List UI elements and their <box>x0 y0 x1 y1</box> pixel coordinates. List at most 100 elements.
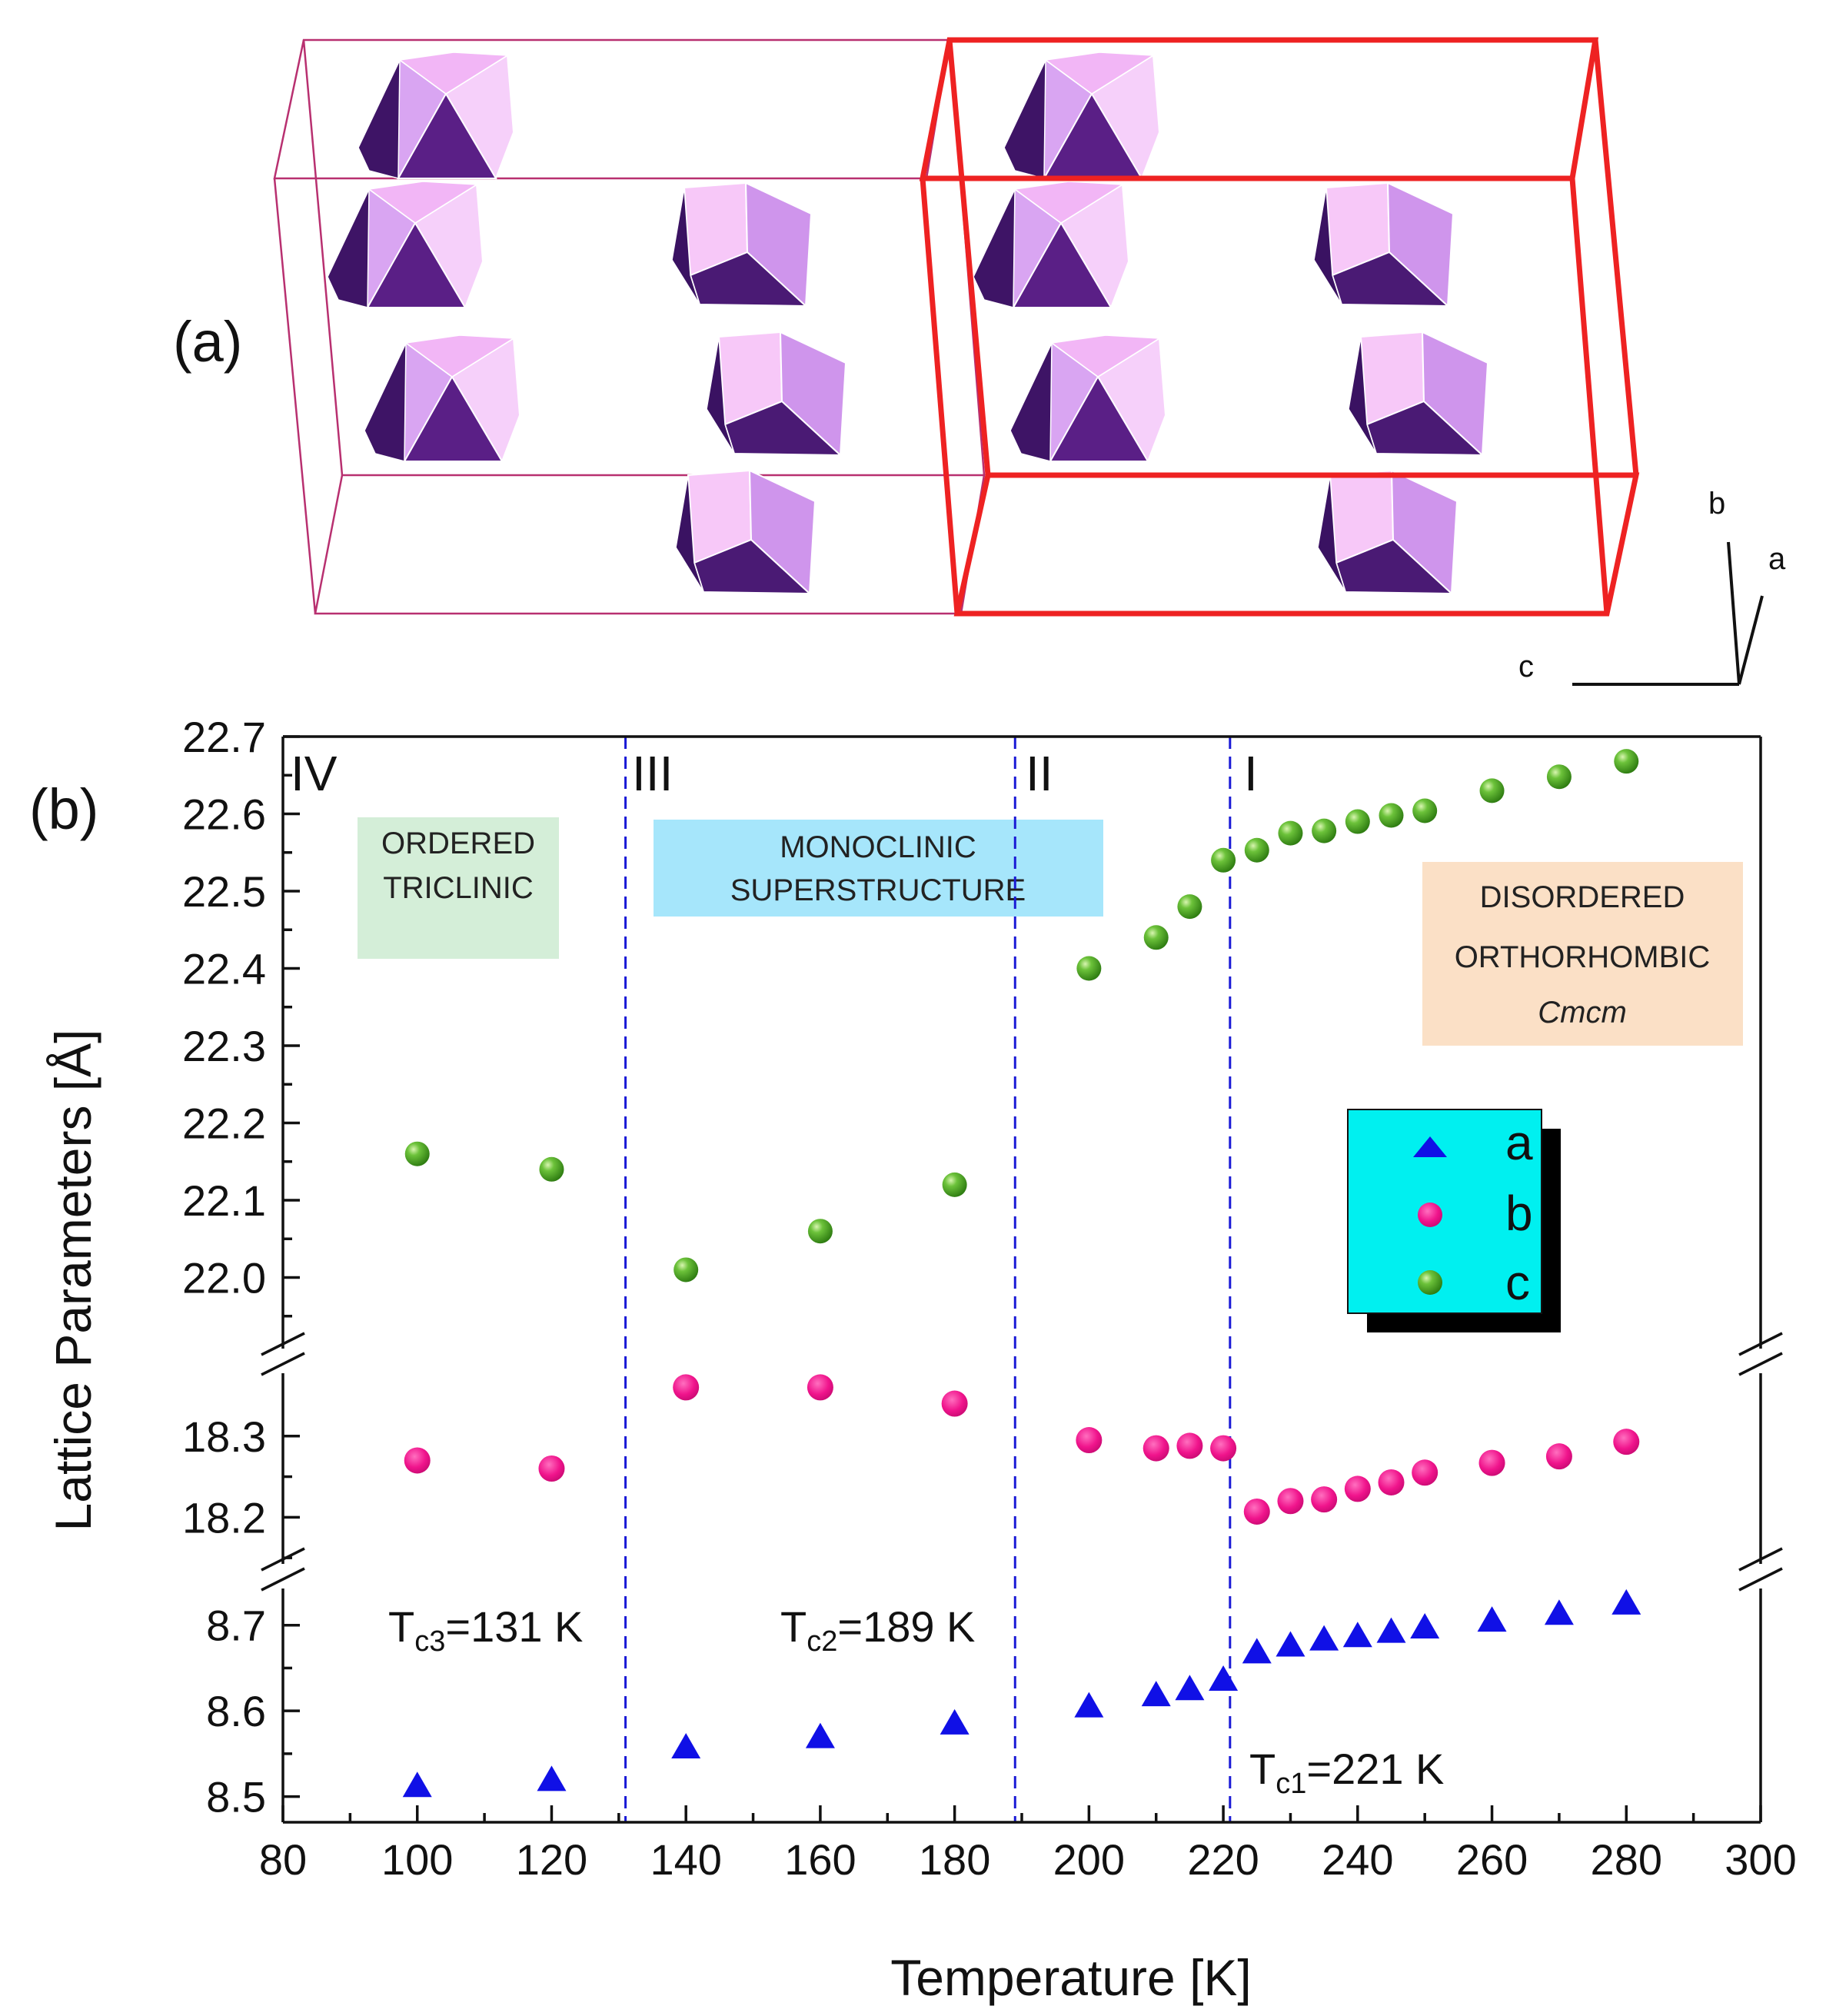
data-point-c <box>1412 798 1438 823</box>
legend-box <box>1347 1109 1542 1314</box>
x-tick-label: 100 <box>381 1835 453 1884</box>
axis-c-label: c <box>1518 650 1534 684</box>
x-tick-label: 280 <box>1591 1835 1662 1884</box>
legend-label-c: c <box>1505 1255 1530 1310</box>
phase-box-monoclinic <box>654 820 1103 917</box>
data-point-c <box>404 1141 430 1166</box>
data-point-a <box>1376 1617 1406 1643</box>
polyhedron <box>973 181 1129 308</box>
x-axis-title: Temperature [K] <box>890 1949 1252 2006</box>
crystal-structure-panel: (a) <box>173 37 1786 686</box>
data-point-c <box>674 1257 699 1282</box>
axis-break-mark <box>261 1352 305 1376</box>
data-point-a <box>1209 1665 1239 1692</box>
y-tick-label: 22.2 <box>182 1099 266 1148</box>
y-tick-label: 18.3 <box>182 1412 266 1461</box>
data-point-a <box>1410 1613 1440 1639</box>
orientation-axes <box>1572 541 1764 686</box>
data-point-b <box>1412 1459 1439 1486</box>
x-tick-label: 120 <box>516 1835 587 1884</box>
data-point-b <box>1545 1443 1572 1470</box>
data-point-b <box>941 1390 968 1417</box>
x-tick-label: 260 <box>1456 1835 1528 1884</box>
data-point-a <box>1309 1625 1339 1651</box>
polyhedron <box>1003 52 1160 179</box>
y-tick-label: 22.4 <box>182 945 266 993</box>
data-point-c <box>1312 818 1337 843</box>
data-point-b <box>1344 1475 1371 1502</box>
axis-break-mark <box>1738 1352 1783 1376</box>
phase-box-text: TRICLINIC <box>383 871 534 905</box>
phase-numeral: I <box>1244 746 1258 801</box>
polyhedron <box>1317 470 1458 594</box>
data-point-c <box>807 1219 833 1244</box>
polyhedron <box>1313 182 1454 307</box>
data-point-a <box>1342 1622 1372 1648</box>
x-tick-label: 180 <box>919 1835 990 1884</box>
data-point-b <box>1243 1498 1270 1525</box>
phase-numeral: IV <box>291 746 338 801</box>
phase-box-text: Cmcm <box>1538 996 1627 1030</box>
axis-break-mark <box>261 1567 305 1592</box>
axis-break-mark <box>261 1547 305 1572</box>
y-tick-label: 8.7 <box>206 1602 266 1650</box>
phase-numeral: II <box>1026 746 1053 801</box>
y-tick-label: 8.5 <box>206 1773 266 1821</box>
transition-labels: Tc3=131 K Tc2=189 K Tc1=221 K <box>388 1602 1444 1800</box>
polyhedron <box>671 182 812 307</box>
phase-box-text: ORTHORHOMBIC <box>1455 940 1711 974</box>
transition-label: Tc1=221 K <box>1249 1745 1444 1800</box>
phase-box-text: MONOCLINIC <box>780 830 976 864</box>
x-tick-label: 240 <box>1322 1835 1393 1884</box>
data-point-a <box>1544 1599 1574 1625</box>
data-point-c <box>1177 894 1202 920</box>
polyhedron <box>675 470 816 594</box>
phase-box-disordered-orthorhombic <box>1422 862 1743 1046</box>
data-point-a <box>537 1765 567 1791</box>
data-point-c <box>1143 925 1169 950</box>
polyhedra <box>327 52 1488 594</box>
axis-break-mark <box>1738 1567 1783 1592</box>
y-tick-label: 22.1 <box>182 1176 266 1225</box>
axis-break-mark <box>261 1332 305 1356</box>
x-tick-label: 140 <box>650 1835 721 1884</box>
data-point-b <box>538 1455 565 1482</box>
data-point-b <box>1277 1488 1304 1515</box>
phase-box-text: SUPERSTRUCTURE <box>730 873 1026 907</box>
data-point-c <box>1278 820 1303 846</box>
polyhedron <box>358 52 514 179</box>
polyhedron <box>1348 331 1488 456</box>
y-tick-label: 18.2 <box>182 1493 266 1542</box>
transition-lines <box>624 737 1232 1822</box>
transition-label: Tc3=131 K <box>388 1602 583 1658</box>
data-point-a <box>671 1733 701 1759</box>
axis-break-mark <box>1738 1332 1783 1356</box>
polyhedron <box>327 181 484 308</box>
polyhedron <box>706 331 846 456</box>
data-points <box>402 749 1641 1798</box>
x-tick-label: 160 <box>784 1835 856 1884</box>
data-point-a <box>1175 1675 1205 1701</box>
data-point-c <box>942 1172 967 1197</box>
panel-a-label: (a) <box>173 310 242 374</box>
data-point-a <box>402 1771 432 1798</box>
unit-cell-highlight <box>919 37 1640 617</box>
legend-marker-a <box>1413 1136 1447 1157</box>
y-tick-label: 22.3 <box>182 1022 266 1070</box>
legend-marker-b <box>1418 1203 1442 1227</box>
y-tick-label: 22.5 <box>182 867 266 916</box>
axis-b-label: b <box>1708 487 1725 521</box>
y-axis-title: Lattice Parameters [Å] <box>45 1030 101 1532</box>
axis-break-mark <box>1738 1547 1783 1572</box>
data-point-b <box>1076 1427 1103 1454</box>
data-point-c <box>1244 837 1269 863</box>
polyhedron <box>1009 334 1166 462</box>
data-point-c <box>539 1156 564 1182</box>
data-point-b <box>807 1374 833 1401</box>
y-tick-label: 22.7 <box>182 713 266 761</box>
data-point-c <box>1479 778 1505 803</box>
data-point-b <box>1210 1435 1237 1462</box>
data-point-a <box>1477 1606 1507 1632</box>
data-point-c <box>1379 803 1404 828</box>
